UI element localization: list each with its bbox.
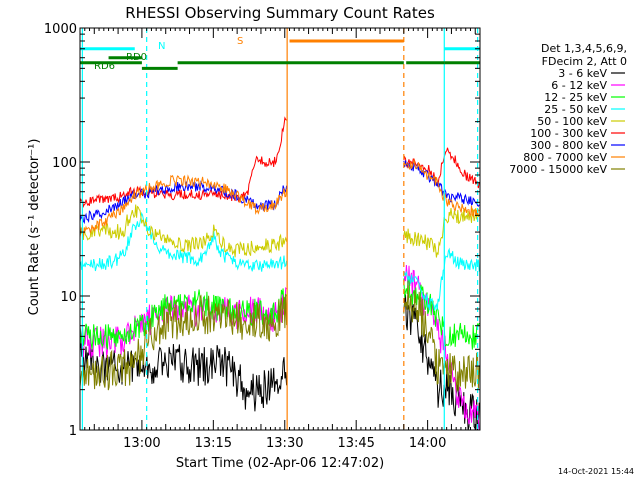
legend-entry-3: 12 - 25 keV [544, 91, 607, 104]
series-6 [80, 116, 480, 208]
legend-entry-7: 300 - 800 keV [530, 139, 607, 152]
legend-entry-8: 800 - 7000 keV [523, 151, 607, 164]
y-tick-label-4: 1000 [44, 22, 77, 37]
annotation-s: S [237, 36, 243, 47]
y-tick-label-3: 100 [52, 156, 77, 171]
legend-entry-6: 100 - 300 keV [530, 127, 607, 140]
legend-header-1: Det 1,3,4,5,6,9, [541, 42, 627, 55]
series-line-4 [80, 211, 480, 311]
x-tick-label-3: 13:30 [266, 436, 303, 451]
x-axis-label: Start Time (02-Apr-06 12:47:02) [176, 456, 384, 471]
series-5 [80, 204, 480, 258]
legend-entry-1: 3 - 6 keV [558, 67, 607, 80]
series-9 [80, 285, 480, 392]
series-8 [80, 158, 480, 238]
series-4 [80, 211, 480, 311]
plot-content: N RD0 RD6 S [80, 28, 480, 430]
legend: Det 1,3,4,5,6,9,FDecim 2, Att 03 - 6 keV… [509, 42, 627, 176]
x-tick-label-4: 13:45 [337, 436, 374, 451]
chart-title: RHESSI Observing Summary Count Rates [125, 4, 435, 22]
series-line-5 [80, 204, 480, 258]
annotation-n: N [158, 41, 165, 52]
y-axis-label: Count Rate (s⁻¹ detector⁻¹) [27, 139, 42, 316]
axes: 13:00 13:15 13:30 13:45 14:00 1 10 100 1000 [44, 22, 481, 451]
annotation-rd6: RD6 [94, 61, 115, 72]
series-line-6 [80, 116, 480, 208]
plot-area: N RD0 RD6 S [80, 28, 480, 430]
series-line-8 [80, 158, 480, 238]
legend-header-2: FDecim 2, Att 0 [542, 55, 627, 68]
footer-date: 14-Oct-2021 15:44 [558, 467, 634, 476]
legend-entry-2: 6 - 12 keV [551, 79, 607, 92]
x-tick-label-1: 13:00 [123, 436, 160, 451]
series-line-9 [80, 285, 480, 392]
legend-entry-9: 7000 - 15000 keV [509, 163, 607, 176]
x-tick-label-5: 14:00 [409, 436, 446, 451]
annotation-rd0: RD0 [126, 52, 147, 63]
y-tick-label-1: 1 [69, 424, 77, 439]
x-tick-label-2: 13:15 [195, 436, 232, 451]
y-tick-label-2: 10 [60, 290, 77, 305]
legend-entry-4: 25 - 50 keV [544, 103, 607, 116]
legend-entry-5: 50 - 100 keV [537, 115, 607, 128]
